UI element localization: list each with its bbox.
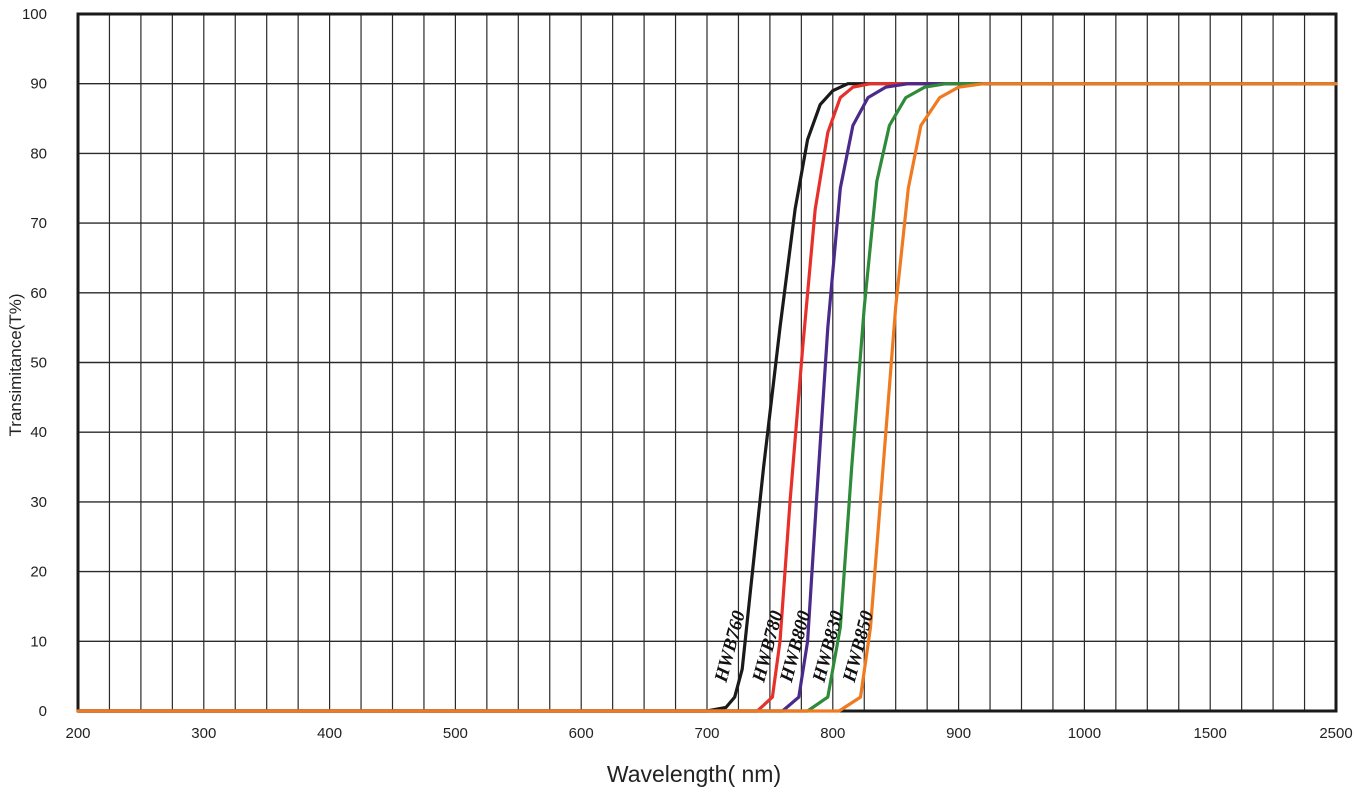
y-tick-label: 80 xyxy=(30,145,47,162)
curve-hwb830 xyxy=(76,82,1338,713)
x-tick-label: 300 xyxy=(191,725,216,742)
y-tick-label: 10 xyxy=(30,633,47,650)
x-tick-label: 200 xyxy=(65,725,90,742)
y-tick-labels: 0 10 20 30 40 50 60 70 80 90 100 xyxy=(22,6,47,720)
x-tick-label: 900 xyxy=(946,725,971,742)
y-tick-label: 100 xyxy=(22,6,47,23)
x-tick-label: 700 xyxy=(694,725,719,742)
curves xyxy=(76,82,1338,713)
y-axis-title: Transimitance(T%) xyxy=(6,294,25,437)
grid xyxy=(78,14,1336,711)
x-tick-label: 800 xyxy=(820,725,845,742)
y-tick-label: 20 xyxy=(30,564,47,581)
curve-hwb780 xyxy=(76,82,1338,713)
x-tick-label: 600 xyxy=(569,725,594,742)
y-tick-label: 90 xyxy=(30,76,47,93)
x-axis-title: Wavelength( nm) xyxy=(607,761,781,787)
curve-hwb800 xyxy=(76,82,1338,713)
x-tick-label: 500 xyxy=(443,725,468,742)
x-tick-label: 1000 xyxy=(1068,725,1101,742)
x-tick-label: 1500 xyxy=(1194,725,1227,742)
y-tick-label: 70 xyxy=(30,215,47,232)
y-tick-label: 30 xyxy=(30,494,47,511)
y-tick-label: 60 xyxy=(30,285,47,302)
curve-hwb850 xyxy=(76,82,1338,713)
y-tick-label: 50 xyxy=(30,355,47,372)
y-tick-label: 40 xyxy=(30,424,47,441)
x-tick-label: 400 xyxy=(317,725,342,742)
y-tick-label: 0 xyxy=(39,703,47,720)
curve-hwb760 xyxy=(76,82,1338,713)
x-tick-labels: 200 300 400 500 600 700 800 900 1000 1500 2500 xyxy=(65,725,1352,742)
x-tick-label: 2500 xyxy=(1319,725,1352,742)
